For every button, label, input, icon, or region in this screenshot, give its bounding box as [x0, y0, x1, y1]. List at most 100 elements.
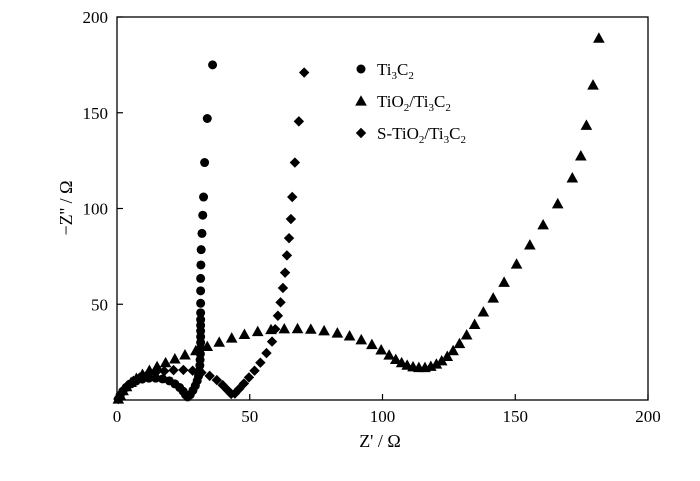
data-point [441, 350, 454, 361]
data-point [524, 239, 536, 250]
legend-label-part: 3 [429, 102, 435, 114]
data-point [251, 325, 264, 337]
legend-marker-triangle [355, 95, 367, 106]
legend-label-part: Ti [377, 60, 392, 79]
legend-label-part: 2 [445, 102, 451, 114]
legend-label-part: 2 [419, 134, 425, 146]
data-point [468, 318, 481, 329]
data-point [375, 344, 387, 355]
data-point [204, 370, 215, 382]
legend-label-part: 2 [460, 134, 466, 146]
data-point [510, 258, 523, 269]
data-point [355, 333, 368, 345]
data-point [287, 191, 298, 203]
data-point [187, 365, 198, 376]
data-point [389, 353, 402, 365]
data-point [179, 349, 191, 360]
data-point [277, 282, 289, 294]
legend-label-part: 3 [444, 134, 450, 146]
y-tick-label: 50 [91, 295, 108, 314]
data-point [238, 378, 250, 389]
data-point [211, 374, 223, 386]
legend-label-part: C [397, 60, 408, 79]
data-point [289, 157, 301, 168]
x-axis: 0 50 100 150 200 [113, 394, 661, 426]
data-point [318, 324, 330, 336]
data-point [159, 365, 170, 377]
y-axis: 50 100 150 200 [83, 8, 123, 314]
data-point [285, 213, 297, 225]
data-point [343, 330, 356, 341]
data-point [151, 373, 161, 383]
data-point [453, 337, 466, 349]
data-point [202, 113, 212, 123]
data-point [331, 327, 344, 338]
legend-label-part: /Ti [424, 124, 444, 143]
data-point [142, 369, 153, 380]
data-point [196, 367, 207, 378]
legend-marker-circle [356, 64, 366, 74]
data-point [159, 356, 172, 368]
data-point [537, 218, 549, 230]
data-markers [112, 32, 605, 405]
data-point [270, 323, 281, 335]
data-point [566, 172, 579, 183]
data-point [383, 349, 395, 360]
data-point [266, 336, 278, 347]
data-point [460, 329, 473, 340]
data-point [498, 276, 510, 287]
y-tick-label: 100 [83, 200, 109, 219]
data-point [201, 340, 214, 352]
x-axis-label: Z' / Ω [359, 431, 401, 451]
data-point [196, 308, 206, 318]
data-point [196, 298, 206, 308]
data-point [430, 358, 443, 369]
data-point [261, 347, 272, 359]
legend-label-part: C [434, 92, 445, 111]
data-point [587, 79, 599, 90]
data-point [238, 328, 251, 339]
data-point [275, 297, 286, 308]
data-point [196, 315, 206, 325]
data-point [225, 332, 238, 343]
legend-label-part: S-TiO [377, 124, 419, 143]
data-point [293, 116, 305, 127]
data-point [199, 192, 209, 202]
legend-label-part: 2 [408, 70, 414, 82]
data-point [196, 273, 206, 283]
data-point [580, 119, 593, 130]
data-point [593, 32, 605, 43]
data-point [200, 158, 210, 168]
data-point [255, 357, 266, 368]
legend-entry-label: S-TiO2/Ti3C2 [377, 124, 466, 146]
data-point [151, 360, 163, 372]
data-point [447, 344, 459, 356]
data-point [243, 372, 255, 383]
x-tick-label: 100 [370, 407, 396, 426]
data-point [291, 322, 304, 334]
data-point [278, 322, 291, 334]
series-circle [113, 60, 218, 404]
x-tick-label: 200 [635, 407, 661, 426]
data-point [197, 228, 207, 238]
y-tick-label: 150 [83, 104, 109, 123]
legend-label-part: C [449, 124, 460, 143]
data-point [196, 286, 206, 296]
data-point [366, 338, 378, 350]
data-point [222, 384, 233, 396]
data-point [168, 364, 179, 376]
data-point [190, 344, 202, 356]
y-axis-label: −Z'' / Ω [56, 180, 76, 235]
data-point [198, 210, 208, 220]
x-tick-label: 0 [113, 407, 122, 426]
data-point [169, 353, 181, 364]
data-point [196, 260, 206, 270]
data-point [279, 267, 291, 278]
legend-marker-diamond [355, 127, 367, 139]
data-point [551, 197, 564, 209]
data-point [298, 67, 310, 78]
x-tick-label: 150 [503, 407, 529, 426]
data-point [128, 375, 139, 387]
